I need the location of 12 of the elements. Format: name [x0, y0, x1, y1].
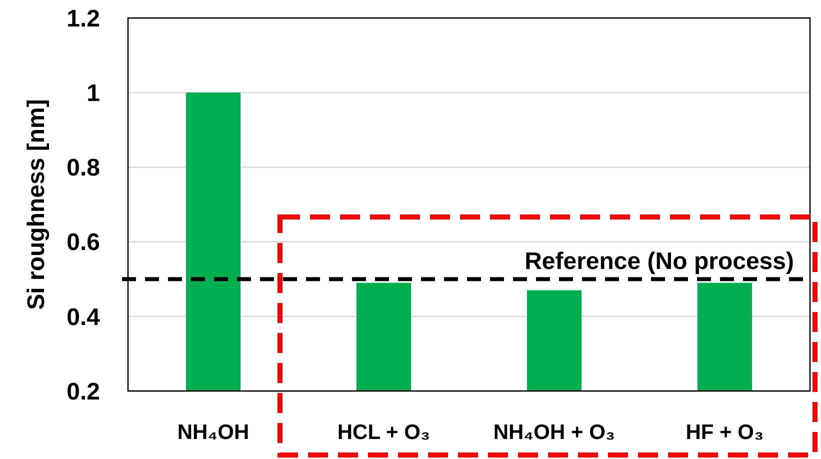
x-tick-label: NH₄OH + O₃ [493, 421, 616, 444]
ref-line-label: Reference (No process) [524, 248, 794, 276]
y-tick-label: 1.2 [66, 5, 100, 32]
y-tick-label: 0.8 [66, 154, 100, 182]
y-tick-label: 0.6 [66, 229, 100, 256]
x-tick-label: NH₄OH [177, 421, 250, 444]
y-axis-title: Si roughness [nm] [23, 99, 50, 310]
x-tick-label: HF + O₃ [686, 421, 764, 444]
y-tick-label: 0.4 [66, 304, 101, 331]
y-tick-label: 1 [86, 80, 100, 107]
x-tick-label: HCL + O₃ [337, 421, 430, 444]
y-tick-label: 0.2 [66, 378, 100, 406]
